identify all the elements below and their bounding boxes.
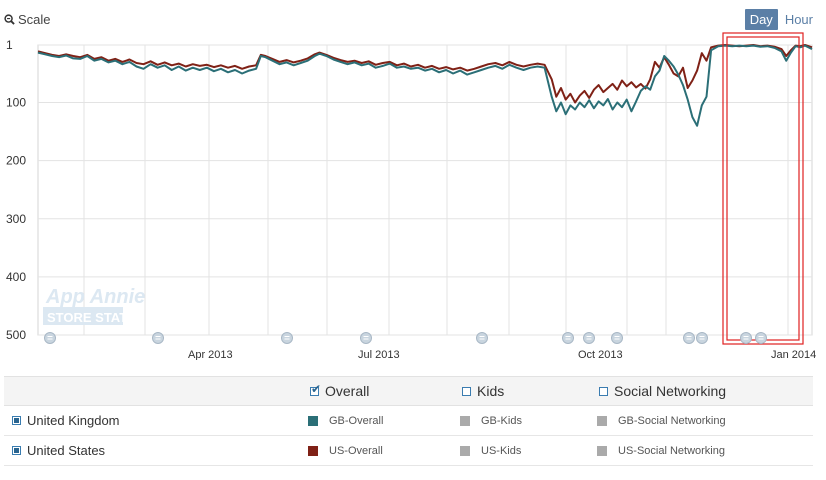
event-bubble-icon (281, 332, 293, 344)
zoom-icon (4, 14, 15, 25)
event-bubble-icon (611, 332, 623, 344)
event-bubble-icon (562, 332, 574, 344)
category-social-label: Social Networking (614, 383, 727, 399)
watermark-line1: App Annie (45, 286, 145, 308)
country-us-label: United States (27, 443, 106, 458)
event-bubble-icon (740, 332, 752, 344)
series-gb-overall[interactable]: GB-Overall (308, 406, 383, 435)
series-lines (37, 44, 813, 127)
event-bubble-icon (755, 332, 767, 344)
overall-checkbox[interactable]: ✔ (310, 381, 322, 396)
check-icon: ✔ (311, 381, 322, 396)
us-kids-label: US-Kids (481, 444, 522, 457)
selection-highlight (722, 32, 804, 345)
country-uk[interactable]: United Kingdom (12, 406, 120, 435)
event-bubble-icon (44, 332, 56, 344)
category-kids-label: Kids (477, 383, 505, 399)
legend-table: ✔ Overall Kids Social Networking United … (4, 376, 813, 466)
category-kids[interactable]: Kids (462, 377, 504, 405)
uk-checkbox[interactable] (12, 416, 21, 425)
plot-frame (37, 44, 813, 336)
series-us-kids[interactable]: US-Kids (460, 436, 521, 465)
y-tick-label: 1 (6, 38, 13, 52)
gb-kids-label: GB-Kids (481, 414, 522, 427)
category-social[interactable]: Social Networking (599, 377, 726, 405)
y-tick-label: 200 (6, 154, 26, 168)
event-marker[interactable] (44, 332, 56, 344)
category-overall-label: Overall (325, 383, 370, 399)
us-social-swatch (597, 445, 607, 456)
gb-kids-swatch (460, 415, 470, 426)
app-annie-watermark: App Annie STORE STATS (43, 286, 145, 325)
event-marker[interactable] (611, 332, 623, 344)
x-tick-label: Jul 2013 (358, 349, 400, 360)
legend-row-uk: United Kingdom GB-Overall GB-Kids GB-Soc… (4, 406, 813, 436)
event-marker[interactable] (476, 332, 488, 344)
legend-header: ✔ Overall Kids Social Networking (4, 376, 813, 406)
gb-overall-label: GB-Overall (329, 414, 384, 427)
rank-chart: App Annie STORE STATS 1 100 200 300 400 500 A… (6, 32, 816, 360)
us-kids-swatch (460, 445, 470, 456)
event-marker[interactable] (755, 332, 767, 344)
event-markers (44, 332, 767, 344)
us-social-label: US-Social Networking (618, 444, 725, 457)
y-tick-label: 300 (6, 212, 26, 226)
x-tick-label: Oct 2013 (578, 349, 623, 360)
hour-button[interactable]: Hour (784, 12, 813, 27)
day-button[interactable]: Day (744, 9, 778, 30)
event-marker[interactable] (740, 332, 752, 344)
event-marker[interactable] (696, 332, 708, 344)
event-marker[interactable] (152, 332, 164, 344)
x-tick-label: Apr 2013 (188, 349, 233, 360)
us-overall-label: US-Overall (329, 444, 383, 457)
social-checkbox[interactable] (599, 386, 608, 396)
series-gb-kids[interactable]: GB-Kids (460, 406, 522, 435)
event-bubble-icon (360, 332, 372, 344)
event-bubble-icon (152, 332, 164, 344)
category-overall[interactable]: ✔ Overall (310, 377, 369, 405)
series-us-overall[interactable]: US-Overall (308, 436, 383, 465)
kids-checkbox[interactable] (462, 386, 471, 396)
series-line-us-overall (37, 44, 813, 104)
granularity-toggle: Day Hour (744, 9, 818, 30)
scale-label: Scale (18, 12, 51, 27)
y-axis-labels: 1 100 200 300 400 500 (6, 38, 26, 342)
y-tick-label: 100 (6, 96, 26, 110)
gridlines (37, 44, 813, 336)
us-overall-swatch (308, 445, 318, 456)
y-tick-label: 400 (6, 270, 26, 284)
series-line-gb-overall (37, 44, 813, 127)
event-bubble-icon (583, 332, 595, 344)
gb-overall-swatch (308, 415, 318, 426)
event-marker[interactable] (562, 332, 574, 344)
event-marker[interactable] (583, 332, 595, 344)
event-marker[interactable] (683, 332, 695, 344)
event-marker[interactable] (281, 332, 293, 344)
scale-button[interactable]: Scale (4, 12, 51, 27)
country-us[interactable]: United States (12, 436, 105, 465)
highlight-outer (722, 32, 804, 345)
watermark-box (43, 307, 123, 325)
event-bubble-icon (696, 332, 708, 344)
x-tick-label: Jan 2014 (771, 349, 816, 360)
series-gb-social[interactable]: GB-Social Networking (597, 406, 726, 435)
y-tick-label: 500 (6, 328, 26, 342)
gb-social-swatch (597, 415, 607, 426)
event-marker[interactable] (360, 332, 372, 344)
event-bubble-icon (476, 332, 488, 344)
watermark-line2: STORE STATS (47, 310, 136, 325)
series-us-social[interactable]: US-Social Networking (597, 436, 725, 465)
gb-social-label: GB-Social Networking (618, 414, 726, 427)
event-bubble-icon (683, 332, 695, 344)
x-axis-labels: Apr 2013 Jul 2013 Oct 2013 Jan 2014 (188, 349, 816, 360)
country-uk-label: United Kingdom (27, 413, 120, 428)
us-checkbox[interactable] (12, 446, 21, 455)
legend-row-us: United States US-Overall US-Kids US-Soci… (4, 436, 813, 466)
